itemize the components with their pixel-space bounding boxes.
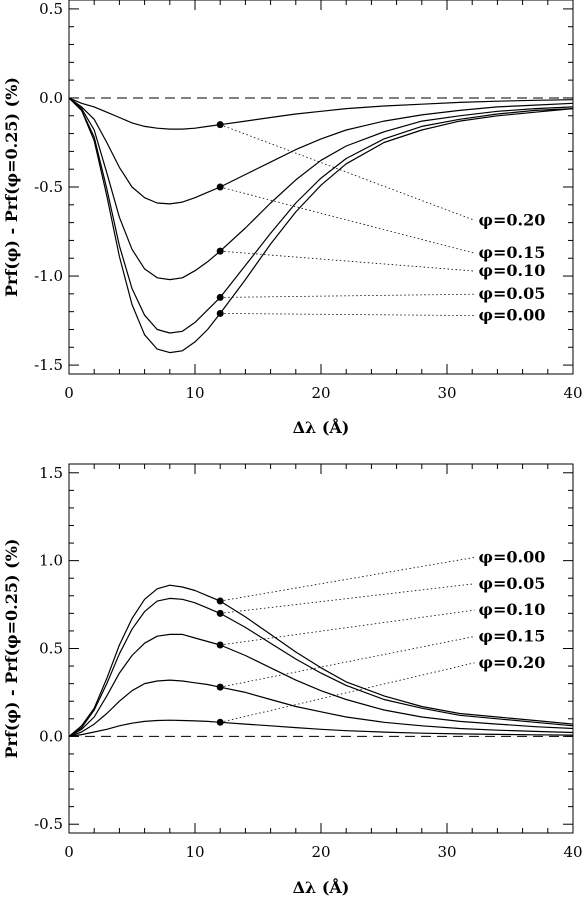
y-tick-label: -0.5 — [34, 178, 63, 196]
series-line — [68, 97, 574, 354]
series-label: φ=0.10 — [479, 600, 546, 619]
y-tick-label: 1.0 — [39, 552, 63, 570]
x-tick-label: 0 — [64, 384, 74, 402]
x-tick-label: 30 — [437, 384, 456, 402]
y-axis-label: Prf(φ) - Prf(φ=0.25) (%) — [2, 77, 21, 297]
y-tick-label: -0.5 — [34, 815, 63, 833]
x-tick-label: 20 — [311, 384, 330, 402]
series-line — [68, 97, 574, 130]
x-tick-label: 20 — [311, 843, 330, 861]
series-label: φ=0.10 — [479, 261, 546, 280]
x-tick-label: 10 — [185, 384, 204, 402]
y-tick-label: -1.0 — [34, 267, 63, 285]
y-tick-label: 1.5 — [39, 464, 63, 482]
series-line — [68, 719, 574, 737]
series-label: φ=0.05 — [479, 574, 546, 593]
series-line — [68, 97, 574, 334]
label-leader-line — [220, 609, 475, 646]
x-tick-label: 10 — [185, 843, 204, 861]
x-tick-label: 40 — [563, 843, 582, 861]
y-tick-label: 0.5 — [39, 640, 63, 658]
series-line — [68, 597, 574, 737]
label-leader-line — [220, 313, 475, 316]
label-leader-line — [220, 662, 475, 723]
series-line — [68, 97, 574, 281]
series-label: φ=0.15 — [479, 243, 546, 262]
x-tick-label: 30 — [437, 843, 456, 861]
label-leader-line — [220, 250, 475, 272]
label-leader-line — [220, 124, 475, 221]
label-leader-line — [220, 583, 475, 614]
series-label: φ=0.00 — [479, 306, 546, 325]
series-label: φ=0.20 — [479, 653, 546, 672]
y-tick-label: 0.0 — [39, 89, 63, 107]
series-line — [68, 633, 574, 737]
top-panel: 0 10 20 30 40 -1.5 -1.0 -0.5 0.0 0.5 Δλ (Å) Prf(φ) … — [2, 0, 582, 437]
label-leader-line — [220, 557, 475, 602]
series-line — [68, 97, 574, 205]
x-tick-label: 40 — [563, 384, 582, 402]
label-leader-line — [220, 293, 475, 298]
x-tick-label: 0 — [64, 843, 74, 861]
series-label: φ=0.00 — [479, 547, 546, 566]
y-tick-label: 0.0 — [39, 727, 63, 745]
label-leader-line — [220, 186, 475, 254]
plot-frame — [68, 463, 574, 834]
series-label: φ=0.15 — [479, 626, 546, 645]
bottom-panel: 0 10 20 30 40 -0.5 0.0 0.5 1.0 1.5 Δλ (Å) Prf(φ) - … — [2, 463, 582, 897]
series-label: φ=0.05 — [479, 284, 546, 303]
y-axis-label: Prf(φ) - Prf(φ=0.25) (%) — [2, 539, 21, 759]
label-leader-line — [220, 636, 475, 688]
x-axis-label: Δλ (Å) — [293, 416, 350, 437]
series-marker — [216, 121, 224, 129]
series-line — [68, 679, 574, 737]
y-tick-label: 0.5 — [39, 0, 63, 18]
series-line — [68, 584, 574, 737]
y-tick-label: -1.5 — [34, 356, 63, 374]
series-label: φ=0.20 — [479, 210, 546, 229]
x-axis-label: Δλ (Å) — [293, 876, 350, 897]
